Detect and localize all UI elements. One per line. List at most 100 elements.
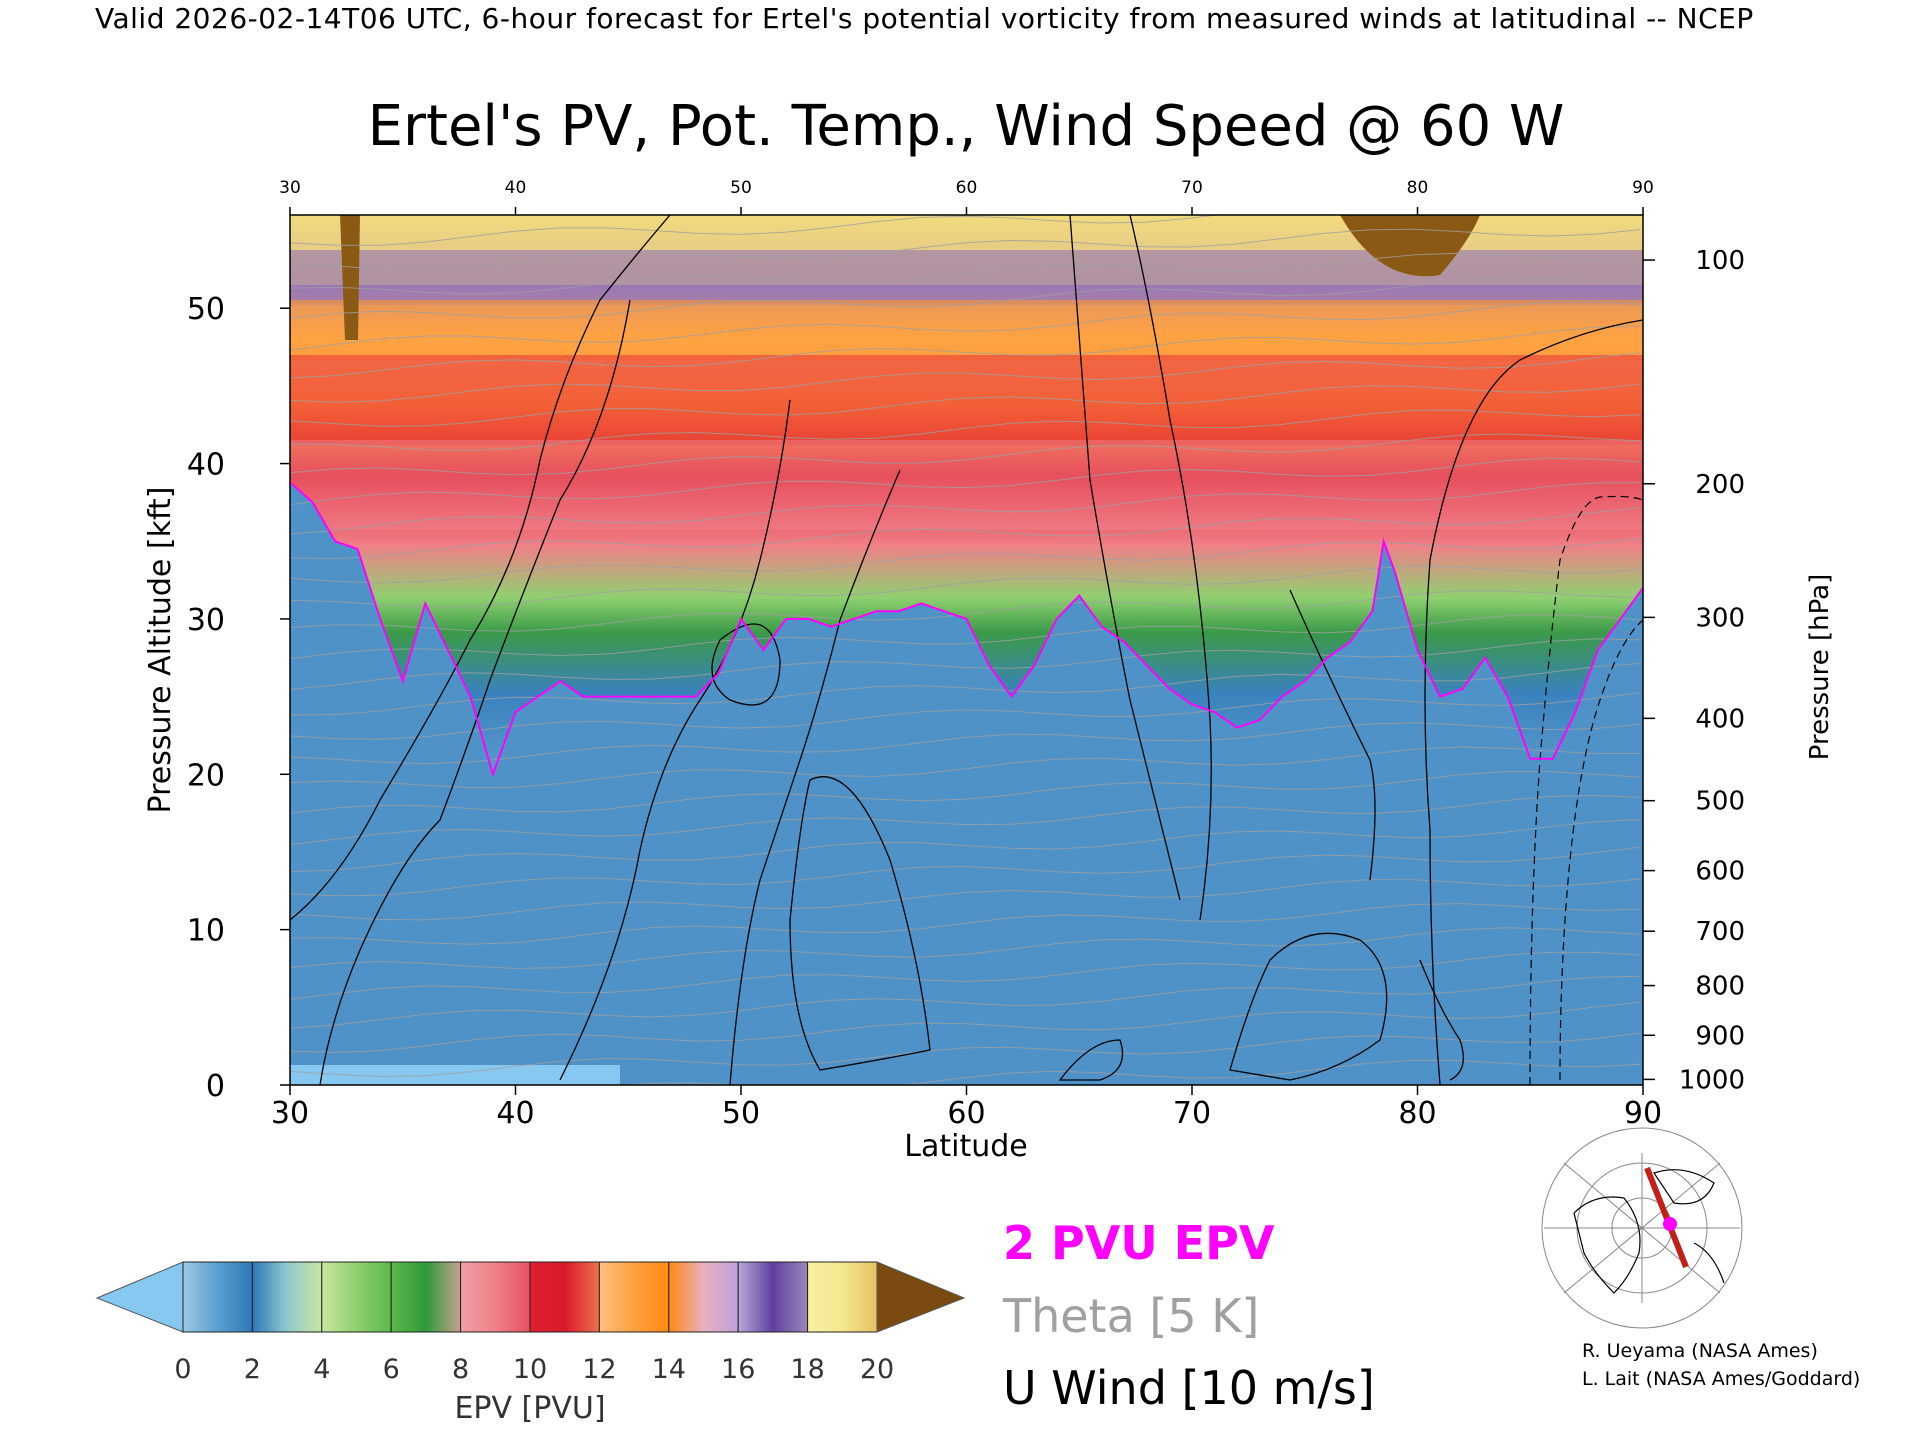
- colorbar-tick-label: 12: [582, 1354, 616, 1385]
- epv-field: [290, 215, 1643, 1085]
- theta-isentrope: [290, 383, 1641, 427]
- theta-isentrope: [290, 352, 1641, 403]
- x-axis-label: Latitude: [904, 1129, 1027, 1164]
- x-top-tick-label: 40: [505, 178, 527, 198]
- tropopause-2pvu-line: [290, 481, 1643, 778]
- valid-time-header: Valid 2026-02-14T06 UTC, 6-hour forecast…: [95, 2, 1754, 35]
- theta-isentrope: [290, 1032, 1641, 1078]
- x-top-tick-label: 30: [279, 178, 301, 198]
- theta-isentrope: [290, 252, 1641, 295]
- pressure-tick-label: 900: [1695, 1021, 1745, 1051]
- x-top-tick-label: 80: [1407, 178, 1429, 198]
- colorbar-tick-label: 14: [652, 1354, 686, 1385]
- theta-isentrope: [290, 692, 1641, 740]
- credit-line-1: R. Ueyama (NASA Ames): [1582, 1340, 1818, 1362]
- x-tick-label: 50: [722, 1096, 760, 1131]
- y-tick-label: 0: [206, 1069, 225, 1104]
- pressure-tick-label: 1000: [1679, 1065, 1745, 1095]
- pressure-tick-label: 400: [1695, 704, 1745, 734]
- theta-isentrope: [290, 1001, 1641, 1053]
- theta-isentrope: [290, 433, 1641, 476]
- chart-title: Ertel's PV, Pot. Temp., Wind Speed @ 60 …: [368, 94, 1565, 159]
- x-tick-label: 40: [496, 1096, 534, 1131]
- x-axis-bottom: 30 40 50 60 70 80 90: [271, 1085, 1662, 1131]
- colorbar-tick-label: 10: [513, 1354, 547, 1385]
- u-wind-negative-contours: [1529, 495, 1643, 1085]
- theta-isentrope: [290, 722, 1641, 765]
- x-top-tick-label: 70: [1181, 178, 1203, 198]
- theta-isentrope: [290, 277, 1641, 320]
- theta-isentrope: [290, 482, 1641, 535]
- colorbar-tick-label: 2: [244, 1354, 261, 1385]
- colorbar-tick-label: 6: [383, 1354, 400, 1385]
- theta-isentrope: [290, 537, 1641, 584]
- theta-isentrope: [290, 325, 1641, 379]
- theta-isentrope: [290, 590, 1641, 632]
- pressure-tick-label: 700: [1695, 917, 1745, 947]
- legend-theta: Theta [5 K]: [1003, 1289, 1260, 1343]
- theta-isentrope: [290, 301, 1641, 351]
- colorbar-segment: [668, 1261, 739, 1333]
- theta-isentrope: [290, 975, 1641, 1029]
- colorbar-label: EPV [PVU]: [454, 1391, 605, 1426]
- x-tick-label: 30: [271, 1096, 309, 1131]
- theta-isentrope: [290, 846, 1641, 897]
- pressure-tick-label: 300: [1695, 603, 1745, 633]
- theta-isentrope: [290, 771, 1641, 814]
- colorbar-segment: [737, 1261, 809, 1333]
- theta-isentrope: [290, 663, 1641, 716]
- pressure-tick-label: 200: [1695, 470, 1745, 500]
- colorbar-tick-label: 20: [860, 1354, 894, 1385]
- x-top-tick-label: 90: [1632, 178, 1654, 198]
- colorbar-segment: [460, 1261, 531, 1333]
- x-top-tick-label: 50: [730, 178, 752, 198]
- y-axis-left: 0 10 20 30 40 50: [187, 292, 290, 1104]
- pressure-tick-label: 100: [1695, 246, 1745, 276]
- legend-2pvu-epv: 2 PVU EPV: [1003, 1216, 1275, 1270]
- theta-isentrope: [290, 951, 1641, 1000]
- x-tick-label: 70: [1173, 1096, 1211, 1131]
- theta-isentrope: [290, 215, 1221, 246]
- theta-isentrope: [290, 565, 1641, 608]
- y-tick-label: 20: [187, 758, 225, 793]
- colorbar-tick-label: 8: [452, 1354, 469, 1385]
- y-axis-right-label: Pressure [hPa]: [1805, 574, 1835, 761]
- x-tick-label: 80: [1398, 1096, 1436, 1131]
- colorbar-segment: [598, 1261, 670, 1333]
- theta-isentrope: [290, 819, 1641, 873]
- theta-isentrope: [290, 903, 1641, 945]
- colorbar-tick-label: 0: [174, 1354, 191, 1385]
- colorbar-segment: [807, 1261, 878, 1333]
- theta-isentrope: [290, 614, 1641, 660]
- colorbar-tick-label: 16: [721, 1354, 755, 1385]
- colorbar-tick-label: 4: [313, 1354, 330, 1385]
- colorbar-segment: [529, 1261, 600, 1333]
- pressure-tick-label: 600: [1695, 857, 1745, 887]
- colorbar-over-arrow: [876, 1261, 966, 1333]
- map-60w-marker: [1663, 1217, 1677, 1231]
- map-cross-section-line: [1644, 1166, 1689, 1269]
- theta-isentrope: [622, 1059, 1641, 1085]
- u-wind-contours: [290, 215, 1643, 1085]
- x-tick-label: 60: [947, 1096, 985, 1131]
- x-tick-label: 90: [1624, 1096, 1662, 1131]
- theta-isentrope: [290, 507, 1641, 560]
- colorbar-segment: [182, 1261, 253, 1333]
- y-tick-label: 50: [187, 292, 225, 327]
- colorbar-segment: [251, 1261, 323, 1333]
- colorbar-segment: [390, 1261, 462, 1333]
- y-tick-label: 30: [187, 603, 225, 638]
- map-coastlines: [1573, 1169, 1725, 1294]
- credit-line-2: L. Lait (NASA Ames/Goddard): [1582, 1368, 1861, 1390]
- inset-map: [1541, 1127, 1743, 1329]
- colorbar-segment: [321, 1261, 392, 1333]
- theta-isentrope: [290, 746, 1640, 789]
- y-axis-right: 100 200 300 400 500 600 700 800 900 1000: [1643, 246, 1745, 1095]
- x-top-tick-label: 60: [956, 178, 978, 198]
- legend-u-wind: U Wind [10 m/s]: [1003, 1361, 1375, 1415]
- theta-isentrope: [290, 638, 1641, 691]
- pressure-tick-label: 800: [1695, 972, 1745, 1002]
- theta-isentrope: [290, 927, 1641, 970]
- theta-isentrope: [290, 457, 1641, 506]
